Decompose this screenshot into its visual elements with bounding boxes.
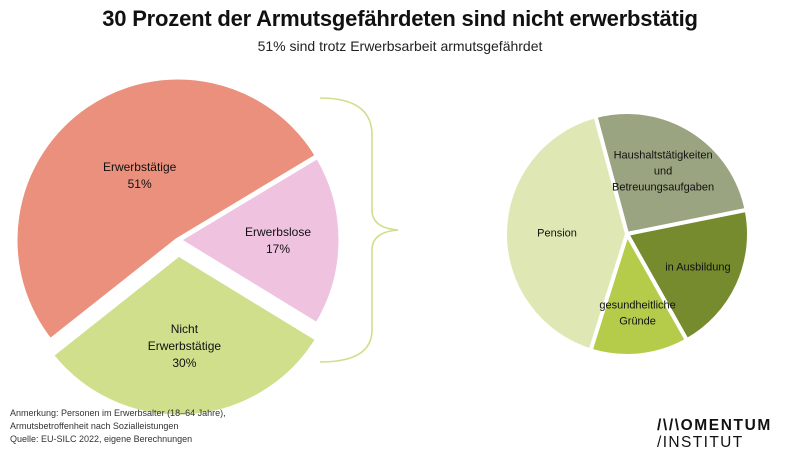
slice-label-haushaltstätigkeiten-und-betreuungsaufgaben: Haushaltstätigkeiten und Betreuungsaufgabe… (612, 150, 714, 194)
main-pie: Erwerbslose 17% Nicht Erwerbstätige 30% Erwer… (12, 74, 344, 420)
pie-slice-haushaltstätigkeiten-und-betreuungsaufgaben (592, 110, 749, 237)
logo-line2: /INSTITUT (657, 434, 744, 451)
footnote-line: Armutsbetroffenheit nach Sozialleistunge… (10, 421, 179, 431)
footnote-line: Quelle: EU-SILC 2022, eigene Berechnunge… (10, 434, 193, 444)
footnote: Anmerkung: Personen im Erwerbsalter (18–… (10, 407, 226, 446)
pie-slice-erwerbstätige (12, 74, 322, 345)
pie-slice-gesundheitliche-gründe (588, 228, 690, 358)
slice-label-gesundheitliche-gründe: gesundheitliche Gründe (599, 299, 675, 327)
detail-pie: Haushaltstätigkeiten und Betreuungsaufgabe… (503, 110, 751, 358)
logo-line1: /\/\OMENTUM (657, 417, 772, 434)
slice-label-erwerbstätige: Erwerbstätige 51% (103, 160, 177, 191)
footnote-line: Anmerkung: Personen im Erwerbsalter (18–… (10, 408, 226, 418)
pie-slice-in-ausbildung (623, 207, 751, 344)
slice-label-pension: Pension (537, 227, 577, 239)
slice-label-nicht-erwerbstätige: Nicht Erwerbstätige 30% (148, 322, 222, 370)
momentum-logo: /\/\OMENTUM /INSTITUT (657, 417, 797, 452)
chart-title: 30 Prozent der Armutsgefährdeten sind ni… (102, 6, 698, 31)
pie-slice-nicht-erwerbstätige (47, 250, 322, 420)
bracket-connector (319, 97, 399, 363)
slice-label-in-ausbildung: in Ausbildung (665, 261, 730, 273)
chart-subtitle: 51% sind trotz Erwerbsarbeit armutsgefäh… (257, 38, 543, 54)
pie-slice-erwerbslose (173, 152, 344, 329)
pie-slice-pension (503, 113, 630, 353)
slice-label-erwerbslose: Erwerbslose 17% (245, 225, 311, 256)
